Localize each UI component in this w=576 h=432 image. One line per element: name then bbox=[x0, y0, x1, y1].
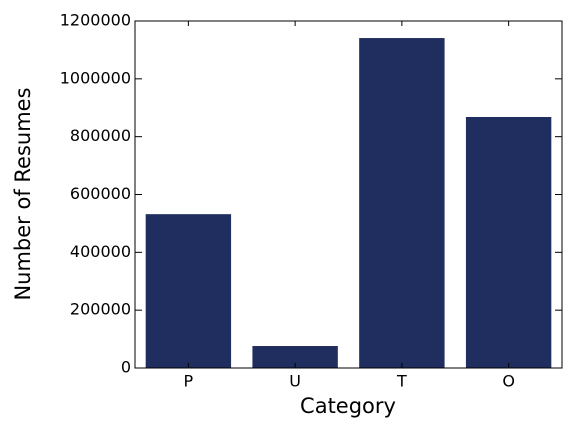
x-tick-label: O bbox=[502, 372, 515, 391]
y-tick-label: 1200000 bbox=[60, 11, 131, 30]
y-tick-label: 600000 bbox=[70, 184, 131, 203]
bar bbox=[252, 346, 338, 368]
bar bbox=[465, 117, 552, 369]
y-tick-label: 800000 bbox=[70, 126, 131, 145]
bar bbox=[145, 214, 232, 368]
bar bbox=[359, 38, 445, 369]
x-tick-label: U bbox=[289, 372, 301, 391]
x-tick-label: P bbox=[184, 372, 194, 391]
x-tick-label: T bbox=[396, 372, 407, 391]
y-tick-label: 200000 bbox=[70, 300, 131, 319]
y-tick-label: 400000 bbox=[70, 242, 131, 261]
y-axis-label: Number of Resumes bbox=[11, 87, 35, 300]
plot-frame bbox=[134, 20, 563, 369]
x-axis-label: Category bbox=[300, 394, 396, 418]
y-tick-label: 1000000 bbox=[60, 68, 131, 87]
y-tick-label: 0 bbox=[121, 358, 131, 377]
